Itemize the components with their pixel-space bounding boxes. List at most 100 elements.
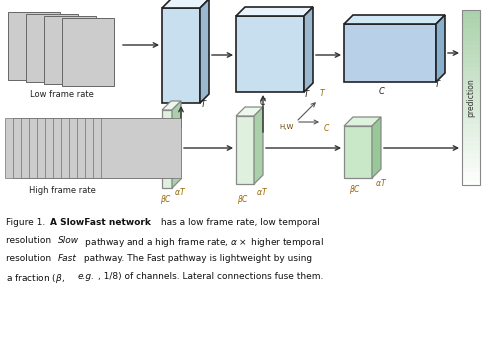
Polygon shape	[8, 12, 60, 80]
Bar	[462, 167, 480, 172]
Polygon shape	[344, 15, 445, 24]
Bar	[462, 80, 480, 85]
Text: C: C	[172, 107, 178, 116]
Text: resolution: resolution	[6, 254, 54, 263]
Text: prediction: prediction	[467, 78, 475, 117]
Bar	[462, 19, 480, 24]
Bar	[462, 10, 480, 15]
Polygon shape	[236, 107, 263, 116]
Text: , 1/8) of channels. Lateral connections fuse them.: , 1/8) of channels. Lateral connections …	[98, 272, 323, 281]
Bar	[462, 49, 480, 54]
Polygon shape	[29, 118, 109, 178]
Text: has a low frame rate, low temporal: has a low frame rate, low temporal	[158, 218, 320, 227]
Text: C: C	[324, 124, 330, 133]
Bar	[462, 181, 480, 186]
Polygon shape	[172, 101, 181, 188]
Polygon shape	[236, 16, 304, 92]
Bar	[462, 110, 480, 116]
Polygon shape	[254, 107, 263, 184]
Bar	[462, 23, 480, 28]
Polygon shape	[93, 118, 173, 178]
Text: $\beta C$: $\beta C$	[349, 183, 361, 196]
Text: A SlowFast network: A SlowFast network	[50, 218, 151, 227]
Bar	[462, 124, 480, 129]
Polygon shape	[162, 0, 209, 8]
Text: Low frame rate: Low frame rate	[30, 90, 94, 99]
Text: $\alpha T$: $\alpha T$	[375, 177, 387, 188]
Polygon shape	[236, 7, 313, 16]
Bar	[462, 176, 480, 181]
Polygon shape	[372, 117, 381, 178]
Polygon shape	[304, 7, 313, 92]
Bar	[462, 150, 480, 155]
Bar	[462, 106, 480, 111]
Polygon shape	[5, 118, 85, 178]
Polygon shape	[162, 101, 181, 110]
Polygon shape	[101, 118, 181, 178]
Text: $\alpha T$: $\alpha T$	[174, 186, 186, 197]
Polygon shape	[21, 118, 101, 178]
Polygon shape	[62, 18, 114, 86]
Polygon shape	[344, 24, 436, 82]
Bar	[462, 98, 480, 102]
Bar	[462, 141, 480, 146]
Text: $\beta C$: $\beta C$	[160, 193, 172, 206]
Text: e.g.: e.g.	[78, 272, 95, 281]
Polygon shape	[236, 116, 254, 184]
Polygon shape	[69, 118, 149, 178]
Bar	[462, 115, 480, 120]
Polygon shape	[344, 126, 372, 178]
Text: a fraction ($\beta$,: a fraction ($\beta$,	[6, 272, 66, 285]
Polygon shape	[53, 118, 133, 178]
Text: T: T	[434, 80, 439, 89]
Polygon shape	[162, 110, 172, 188]
Text: T: T	[303, 90, 309, 99]
Bar	[462, 41, 480, 45]
Text: $\alpha T$: $\alpha T$	[256, 186, 268, 197]
Polygon shape	[85, 118, 165, 178]
Bar	[462, 93, 480, 98]
Text: Slow: Slow	[58, 236, 79, 245]
Text: T: T	[320, 89, 325, 98]
Text: High frame rate: High frame rate	[29, 186, 95, 195]
Bar	[462, 119, 480, 124]
Bar	[462, 45, 480, 50]
Text: Figure 1.: Figure 1.	[6, 218, 48, 227]
Polygon shape	[45, 118, 125, 178]
Text: C: C	[379, 87, 385, 96]
Bar	[462, 54, 480, 59]
Text: $\beta C$: $\beta C$	[237, 193, 249, 206]
Bar	[462, 128, 480, 133]
Bar	[462, 76, 480, 80]
Bar	[462, 71, 480, 76]
Bar	[462, 32, 480, 37]
Bar	[462, 137, 480, 142]
Bar	[462, 163, 480, 168]
Polygon shape	[44, 16, 96, 84]
Bar	[462, 10, 480, 185]
Polygon shape	[26, 14, 78, 82]
Polygon shape	[13, 118, 93, 178]
Bar	[462, 36, 480, 41]
Bar	[462, 89, 480, 94]
Bar	[462, 154, 480, 159]
Bar	[462, 102, 480, 107]
Polygon shape	[200, 0, 209, 103]
Bar	[462, 133, 480, 137]
Bar	[462, 62, 480, 68]
Bar	[462, 28, 480, 32]
Text: resolution: resolution	[6, 236, 54, 245]
Text: H,W: H,W	[279, 124, 294, 130]
Polygon shape	[37, 118, 117, 178]
Text: C: C	[260, 98, 266, 107]
Polygon shape	[436, 15, 445, 82]
Bar	[462, 159, 480, 164]
Polygon shape	[77, 118, 157, 178]
Polygon shape	[162, 8, 200, 103]
Polygon shape	[344, 117, 381, 126]
Bar	[462, 14, 480, 19]
Bar	[462, 84, 480, 89]
Bar	[462, 58, 480, 63]
Text: pathway and a high frame rate, $\alpha\times$ higher temporal: pathway and a high frame rate, $\alpha\t…	[82, 236, 324, 249]
Bar	[462, 67, 480, 72]
